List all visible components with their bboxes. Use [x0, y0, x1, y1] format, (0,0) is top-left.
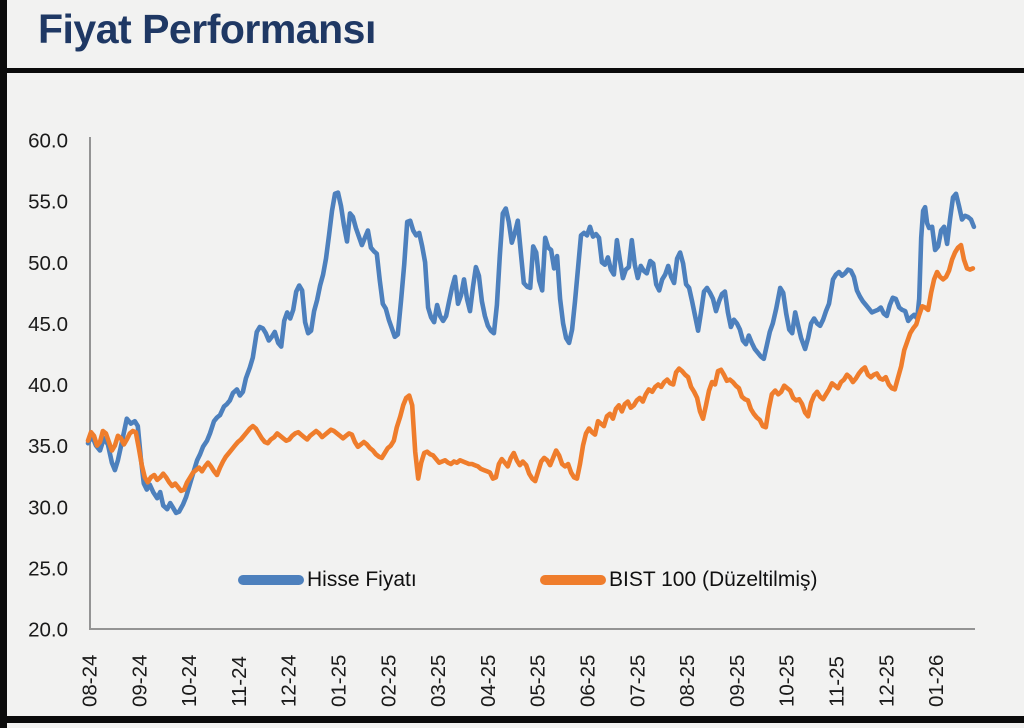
legend-label-hisse-fiyati: Hisse Fiyatı: [307, 568, 417, 591]
x-tick-label: 05-25: [527, 655, 550, 707]
x-tick-label: 04-25: [477, 655, 500, 707]
y-tick-label: 35.0: [28, 435, 68, 458]
x-tick-label: 02-25: [377, 655, 400, 707]
x-tick-label: 09-25: [726, 655, 749, 707]
bottom-accent-bar: [0, 716, 1024, 723]
x-tick-label: 08-25: [676, 655, 699, 707]
x-tick-label: 09-24: [128, 655, 151, 707]
y-tick-label: 60.0: [28, 130, 68, 153]
x-tick-label: 01-25: [328, 655, 351, 707]
x-tick-label: 07-25: [626, 655, 649, 707]
x-tick-label: 10-24: [178, 655, 201, 707]
y-tick-label: 40.0: [28, 374, 68, 397]
x-tick-label: 06-25: [577, 655, 600, 707]
page-title: Fiyat Performansı: [38, 6, 376, 52]
legend-label-bist-100: BIST 100 (Düzeltilmiş): [609, 568, 818, 591]
title-underline: [0, 68, 1024, 73]
series-line-0: [85, 190, 977, 516]
legend-swatch-hisse-fiyati-icon: [238, 575, 304, 585]
y-tick-label: 25.0: [28, 557, 68, 580]
legend-swatch-bist-100-icon: [540, 575, 606, 585]
series-line-1: [85, 242, 976, 494]
y-tick-label: 30.0: [28, 496, 68, 519]
x-tick-label: 03-25: [427, 655, 450, 707]
x-tick-label: 01-26: [925, 655, 948, 707]
legend-item-bist-100: BIST 100 (Düzeltilmiş): [540, 567, 818, 593]
x-tick-label: 11-24: [228, 656, 251, 707]
y-tick-label: 45.0: [28, 313, 68, 336]
x-tick-label: 08-24: [79, 655, 102, 707]
x-tick-label: 10-25: [776, 655, 799, 707]
y-tick-label: 20.0: [28, 619, 68, 642]
y-tick-label: 50.0: [28, 252, 68, 275]
legend-item-hisse-fiyati: Hisse Fiyatı: [238, 567, 417, 593]
x-tick-label: 12-24: [278, 655, 301, 707]
x-tick-label: 12-25: [875, 655, 898, 707]
left-accent-bar: [0, 0, 7, 728]
y-tick-label: 55.0: [28, 191, 68, 214]
x-tick-label: 11-25: [826, 656, 849, 707]
